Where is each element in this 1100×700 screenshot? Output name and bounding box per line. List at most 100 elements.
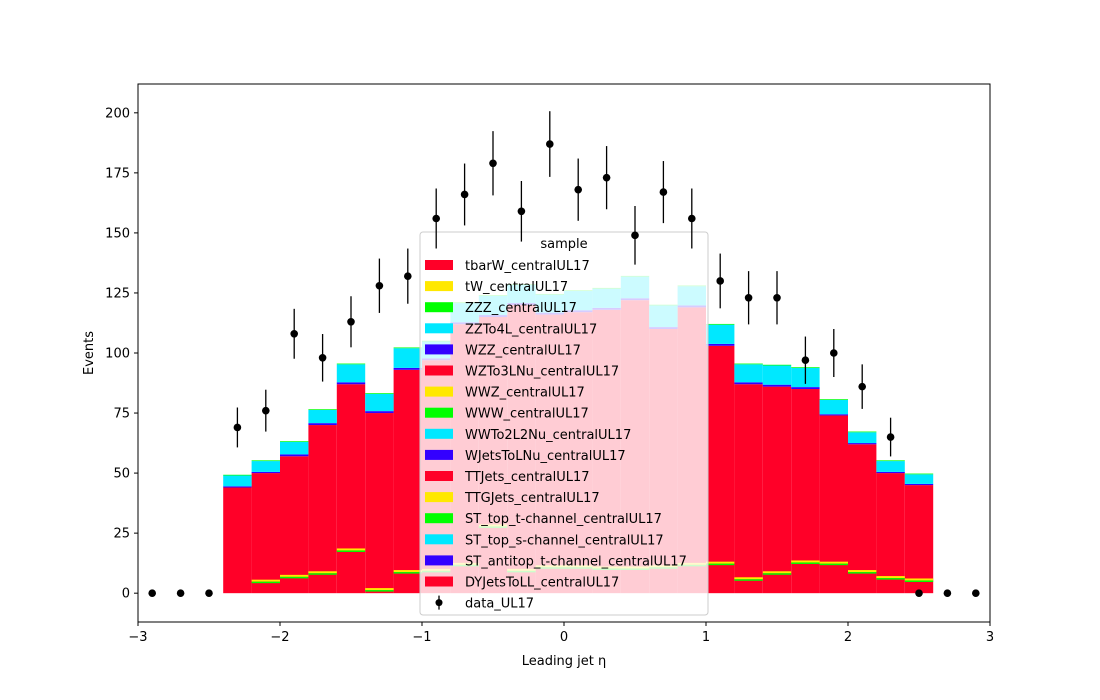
small-mark-yellow-27 [904, 578, 934, 581]
bar-series-2-bin-26 [876, 461, 905, 472]
bar-series-3-bin-4 [251, 460, 280, 462]
data-point-12 [489, 159, 497, 168]
bar-series-0-bin-9 [393, 369, 422, 594]
bar-series-0-bin-26 [876, 473, 905, 594]
y-axis-label: Events [82, 331, 97, 375]
legend-title: sample [540, 237, 587, 252]
bar-series-1-bin-3 [223, 486, 252, 488]
x-axis-ticks: −3 −2 −1 0 1 2 3 [128, 622, 994, 645]
data-point-24 [830, 349, 838, 357]
small-mark-yellow-20 [706, 561, 735, 564]
bar-series-0-bin-3 [223, 487, 252, 594]
y-tick-label-3: 75 [113, 407, 130, 422]
small-mark-green-6 [308, 573, 337, 575]
bar-series-0-bin-8 [365, 413, 394, 594]
bar-series-0-bin-27 [904, 485, 934, 594]
bar-series-0-bin-23 [791, 389, 820, 594]
x-tick-label-5: 2 [844, 630, 852, 645]
legend-marker-dot [435, 599, 443, 607]
bar-series-2-bin-22 [762, 365, 792, 385]
legend-label-13: ST_top_s-channel_centralUL17 [465, 533, 664, 548]
legend-swatch-10 [425, 471, 453, 481]
small-mark-green-5 [280, 576, 309, 579]
legend-label-9: WJetsToLNu_centralUL17 [465, 449, 626, 464]
x-tick-label-2: −1 [412, 630, 431, 645]
bar-series-3-bin-7 [336, 363, 366, 365]
bar-series-1-bin-5 [280, 454, 309, 457]
legend-label-8: WWTo2L2Nu_centralUL17 [465, 428, 631, 443]
small-mark-yellow-26 [876, 576, 905, 579]
small-mark-yellow-9 [393, 570, 422, 573]
legend-swatch-15 [425, 576, 453, 587]
bar-series-0-bin-25 [848, 444, 877, 594]
small-mark-green-7 [336, 550, 366, 552]
small-mark-green-25 [848, 572, 877, 574]
small-mark-yellow-5 [280, 574, 309, 577]
legend: sample tbarW_centralUL17 tW_centralUL17 ZZZ… [419, 231, 709, 616]
bar-series-2-bin-3 [223, 475, 252, 487]
small-mark-green-26 [876, 578, 905, 580]
bar-series-0-bin-20 [706, 345, 735, 594]
legend-label-1: tW_centralUL17 [465, 280, 568, 295]
bar-series-1-bin-21 [734, 382, 763, 385]
bar-series-3-bin-3 [223, 474, 252, 476]
bar-series-3-bin-20 [706, 323, 735, 325]
bar-series-3-bin-5 [280, 441, 309, 442]
small-mark-green-23 [791, 562, 820, 564]
small-mark-green-20 [706, 563, 735, 566]
data-point-11 [460, 190, 469, 199]
legend-label-5: WZTo3LNu_centralUL17 [465, 365, 619, 380]
data-point-6 [318, 354, 327, 362]
bar-series-2-bin-4 [251, 461, 280, 472]
data-points [148, 111, 980, 597]
y-tick-label-0: 0 [122, 587, 130, 602]
y-tick-label-2: 50 [113, 467, 130, 482]
legend-swatch-11 [425, 492, 453, 503]
bar-series-2-bin-24 [819, 399, 848, 415]
data-point-22 [773, 293, 781, 302]
data-point-28 [943, 589, 952, 597]
data-point-13 [517, 207, 526, 216]
bar-series-2-bin-7 [336, 364, 366, 383]
data-point-3 [233, 423, 242, 432]
bar-series-2-bin-6 [308, 409, 337, 424]
small-mark-yellow-8 [365, 588, 394, 591]
bar-series-3-bin-24 [819, 399, 848, 400]
bar-series-0-bin-24 [819, 415, 848, 594]
bar-series-2-bin-5 [280, 441, 309, 455]
legend-swatch-1 [425, 281, 453, 292]
small-mark-green-24 [819, 563, 848, 566]
legend-swatch-6 [425, 386, 453, 397]
small-mark-yellow-7 [336, 548, 366, 551]
y-tick-label-7: 175 [105, 166, 130, 181]
bar-series-1-bin-24 [819, 414, 848, 416]
bar-series-0-bin-7 [336, 384, 366, 594]
data-point-1 [176, 589, 185, 597]
legend-label-2: ZZZ_centralUL17 [465, 301, 577, 316]
legend-label-3: ZZTo4L_centralUL17 [465, 322, 597, 337]
legend-swatch-2 [425, 302, 453, 313]
legend-swatch-7 [425, 407, 453, 418]
bar-series-0-bin-6 [308, 425, 337, 594]
data-point-21 [744, 293, 753, 302]
data-point-14 [546, 140, 554, 148]
small-mark-green-9 [393, 572, 422, 574]
bar-series-2-bin-21 [734, 364, 763, 383]
data-point-26 [886, 433, 895, 441]
bar-series-2-bin-8 [365, 393, 394, 412]
bar-series-1-bin-7 [336, 382, 366, 385]
bar-series-0-bin-4 [251, 473, 280, 594]
data-point-23 [801, 356, 810, 365]
x-tick-label-6: 3 [986, 630, 994, 645]
x-tick-label-1: −2 [270, 630, 289, 645]
legend-swatch-3 [425, 323, 453, 334]
legend-label-6: WWZ_centralUL17 [465, 386, 585, 401]
bar-series-0-bin-21 [734, 384, 763, 594]
data-point-5 [290, 329, 299, 338]
bar-series-1-bin-4 [251, 471, 280, 474]
legend-swatch-13 [425, 534, 453, 545]
data-point-17 [631, 231, 639, 240]
y-tick-label-5: 125 [105, 286, 130, 301]
legend-swatch-12 [425, 513, 453, 524]
